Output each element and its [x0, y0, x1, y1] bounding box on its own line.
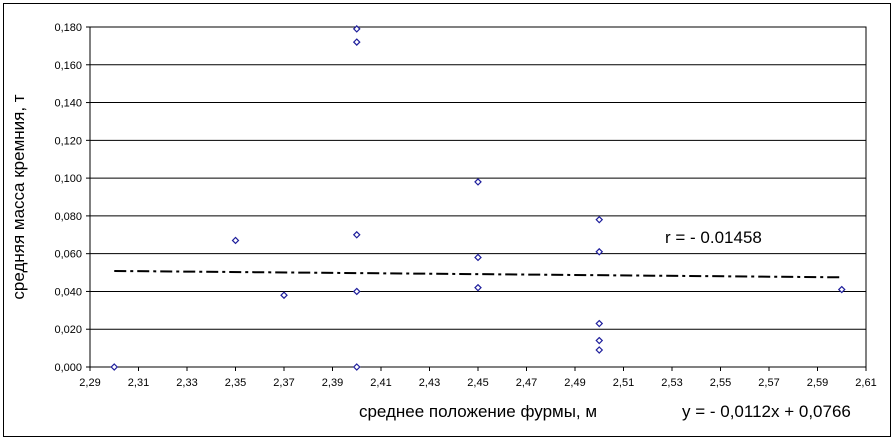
x-axis-label: среднее положение фурмы, м — [359, 402, 597, 421]
x-tick-label: 2,59 — [807, 377, 828, 389]
data-point — [595, 215, 604, 224]
x-tick-label: 2,31 — [128, 377, 149, 389]
x-tick-label: 2,49 — [564, 377, 585, 389]
x-tick-label: 2,55 — [710, 377, 731, 389]
x-tick-label: 2,57 — [758, 377, 779, 389]
data-point — [352, 25, 361, 33]
x-tick-label: 2,29 — [79, 377, 100, 389]
data-point — [352, 287, 361, 296]
x-tick-label: 2,45 — [467, 377, 488, 389]
data-point — [595, 336, 604, 345]
chart-frame — [3, 3, 891, 437]
data-point — [595, 247, 604, 256]
x-tick-label: 2,37 — [273, 377, 294, 389]
x-tick-label: 2,61 — [855, 377, 876, 389]
data-point — [352, 230, 361, 239]
data-point — [110, 363, 119, 371]
y-axis-label: средняя масса кремния, т — [9, 94, 28, 299]
data-point — [837, 285, 846, 294]
x-tick-label: 2,35 — [225, 377, 246, 389]
data-point — [474, 283, 482, 292]
x-tick-label: 2,43 — [419, 377, 440, 389]
correlation-annotation: r = - 0.01458 — [665, 228, 762, 247]
y-tick-label: 0,040 — [54, 286, 82, 298]
x-tick-label: 2,51 — [613, 377, 634, 389]
data-point — [231, 236, 240, 245]
y-tick-label: 0,120 — [54, 135, 82, 147]
y-axis-ticks: 0,000 0,020 0,040 0,060 0,080 0,100 0,120 0,140… — [54, 22, 90, 374]
y-tick-label: 0,100 — [54, 173, 82, 185]
data-point — [474, 253, 482, 262]
y-tick-label: 0,020 — [54, 324, 82, 336]
y-tick-label: 0,060 — [54, 249, 82, 261]
plot-area-border — [89, 26, 867, 368]
x-tick-label: 2,53 — [661, 377, 682, 389]
x-tick-label: 2,39 — [322, 377, 343, 389]
trendline — [114, 269, 842, 279]
gridlines — [90, 26, 866, 368]
data-points — [110, 25, 846, 371]
x-tick-label: 2,41 — [370, 377, 391, 389]
y-tick-label: 0,080 — [54, 211, 82, 223]
y-tick-label: 0,180 — [54, 22, 82, 34]
y-tick-label: 0,000 — [54, 362, 82, 374]
x-tick-label: 2,47 — [516, 377, 537, 389]
data-point — [595, 346, 604, 354]
data-point — [352, 363, 361, 371]
data-point — [280, 291, 288, 300]
data-point — [474, 178, 482, 186]
x-tick-label: 2,33 — [176, 377, 197, 389]
x-axis-ticks: 2,29 2,31 2,33 2,35 2,37 2,39 2,41 2,43 2,45 2,47… — [79, 367, 877, 389]
y-tick-label: 0,160 — [54, 60, 82, 72]
data-point — [595, 319, 604, 328]
data-point — [352, 38, 361, 46]
equation-annotation: y = - 0,0112x + 0,0766 — [682, 402, 851, 421]
y-tick-label: 0,140 — [54, 98, 82, 110]
